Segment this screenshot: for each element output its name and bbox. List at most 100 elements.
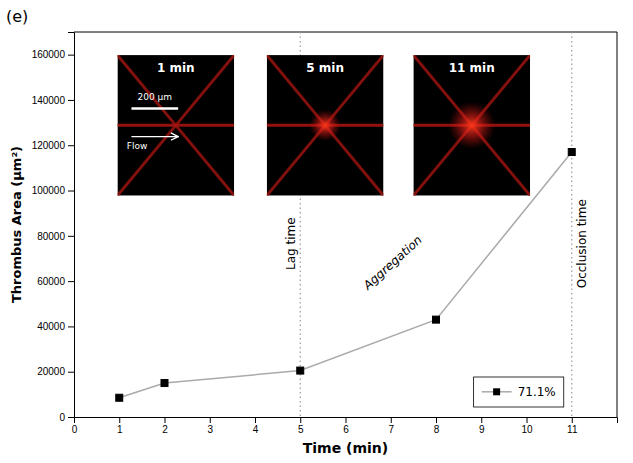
- x-tick-mark: [210, 417, 211, 423]
- chart-title: (e): [6, 7, 28, 26]
- inset-channel: [117, 125, 175, 195]
- scale-bar: [131, 107, 178, 110]
- frame-top: [74, 32, 617, 33]
- inset-thrombus: [309, 110, 341, 142]
- y-tick: 120000: [32, 140, 74, 151]
- x-tick: 1: [117, 417, 123, 435]
- data-group: [116, 32, 576, 417]
- vline-label: Occlusion time: [575, 199, 589, 288]
- x-tick-label: 1: [117, 424, 123, 435]
- annotations: Lag time Occlusion time Aggregation: [284, 199, 589, 293]
- x-tick-mark: [119, 417, 120, 423]
- x-tick: 0: [72, 417, 78, 435]
- inset-image: [117, 55, 234, 196]
- y-tick: 60000: [37, 276, 74, 287]
- y-tick-mark: [68, 372, 74, 373]
- x-tick-mark: [527, 417, 528, 423]
- inset-image: [267, 55, 384, 196]
- x-tick-label: 7: [388, 424, 394, 435]
- x-tick-label: 9: [479, 424, 485, 435]
- series-marker: [568, 149, 575, 156]
- y-tick-label: 100000: [32, 185, 66, 196]
- x-tick-label: 5: [298, 424, 304, 435]
- legend-label: 71.1%: [518, 385, 556, 399]
- y-tick: 100000: [32, 185, 74, 196]
- x-tick-mark: [481, 417, 482, 423]
- inset-annotation: 200 μm: [138, 92, 173, 102]
- vline: [571, 32, 572, 417]
- annotation: Aggregation: [360, 233, 425, 293]
- x-tick-label: 2: [162, 424, 168, 435]
- y-tick-label: 0: [59, 412, 65, 423]
- frame-right: [617, 32, 618, 417]
- x-tick: 6: [343, 417, 349, 435]
- x-tick: 7: [388, 417, 394, 435]
- x-tick-label: 8: [434, 424, 440, 435]
- x-tick-label: 3: [207, 424, 213, 435]
- x-tick-mark: [436, 417, 437, 423]
- y-axis: 0 20000 40000 60000 80000 100000 120000 140000 1…: [32, 33, 75, 423]
- inset: 5 min: [267, 55, 384, 196]
- series-marker: [433, 316, 440, 323]
- y-tick-label: 80000: [37, 231, 65, 242]
- y-tick-label: 20000: [37, 366, 65, 377]
- y-tick: 80000: [37, 231, 74, 242]
- x-tick-mark: [300, 417, 301, 423]
- x-tick-mark: [572, 417, 573, 423]
- x-tick-mark: [255, 417, 256, 423]
- inset-label: 5 min: [306, 61, 344, 75]
- inset-background: [117, 55, 234, 196]
- y-tick-mark: [68, 236, 74, 237]
- legend-marker: [493, 388, 500, 395]
- chart-svg: 0 1 2 3 4 5 6 7 8 9 10 11 0 20000 40000 60000 80000 10000…: [0, 0, 633, 463]
- inset-background: [267, 55, 384, 196]
- y-tick-mark: [68, 281, 74, 282]
- y-tick-mark: [68, 100, 74, 101]
- series-marker: [161, 380, 168, 387]
- y-tick: 40000: [37, 321, 74, 332]
- x-tick-mark: [165, 417, 166, 423]
- x-tick-label: 10: [521, 424, 533, 435]
- y-tick: 20000: [37, 366, 74, 377]
- series-marker: [297, 367, 304, 374]
- x-tick: 9: [479, 417, 485, 435]
- x-tick: 10: [521, 417, 533, 435]
- x-axis-title: Time (min): [303, 440, 388, 456]
- y-tick: 140000: [32, 95, 74, 106]
- vline-label: Lag time: [284, 217, 298, 270]
- inset-label: 1 min: [157, 61, 195, 75]
- y-tick-label: 160000: [32, 49, 66, 60]
- plot-area: 0 1 2 3 4 5 6 7 8 9 10 11 0 20000 40000 60000 80000 10000…: [32, 32, 618, 435]
- inset-channel: [176, 125, 234, 195]
- y-tick-label: 40000: [37, 321, 65, 332]
- inset-annotation: Flow: [127, 141, 148, 151]
- legend-item: 71.1%: [482, 385, 556, 399]
- flow-arrow: [131, 136, 178, 137]
- y-tick-mark: [68, 326, 74, 327]
- x-tick-label: 4: [253, 424, 259, 435]
- y-axis-title: Thrombus Area (μm²): [9, 146, 24, 303]
- legend-box: [474, 377, 564, 407]
- x-tick: 11: [567, 417, 578, 435]
- y-axis-line: [68, 33, 75, 418]
- inset-label: 11 min: [449, 61, 495, 75]
- inset-background: [413, 55, 530, 196]
- y-tick: 160000: [32, 49, 74, 60]
- y-tick-mark: [68, 191, 74, 192]
- inset: 1 min Flow 200 μm: [117, 55, 234, 196]
- x-tick-label: 11: [567, 424, 578, 435]
- x-tick-mark: [391, 417, 392, 423]
- x-tick: 8: [434, 417, 440, 435]
- insets: 1 min Flow 200 μm 5 min 11 min: [117, 55, 530, 196]
- x-tick: 3: [207, 417, 213, 435]
- y-tick-mark: [68, 145, 74, 146]
- x-axis: 0 1 2 3 4 5 6 7 8 9 10 11: [72, 417, 618, 435]
- x-tick-label: 0: [72, 424, 78, 435]
- inset: 11 min: [413, 55, 530, 196]
- x-tick: 2: [162, 417, 168, 435]
- x-tick-mark: [346, 417, 347, 423]
- y-tick-mark: [68, 55, 74, 56]
- legend: 71.1%: [474, 377, 564, 407]
- x-axis-line: [75, 418, 618, 424]
- x-tick-label: 6: [343, 424, 349, 435]
